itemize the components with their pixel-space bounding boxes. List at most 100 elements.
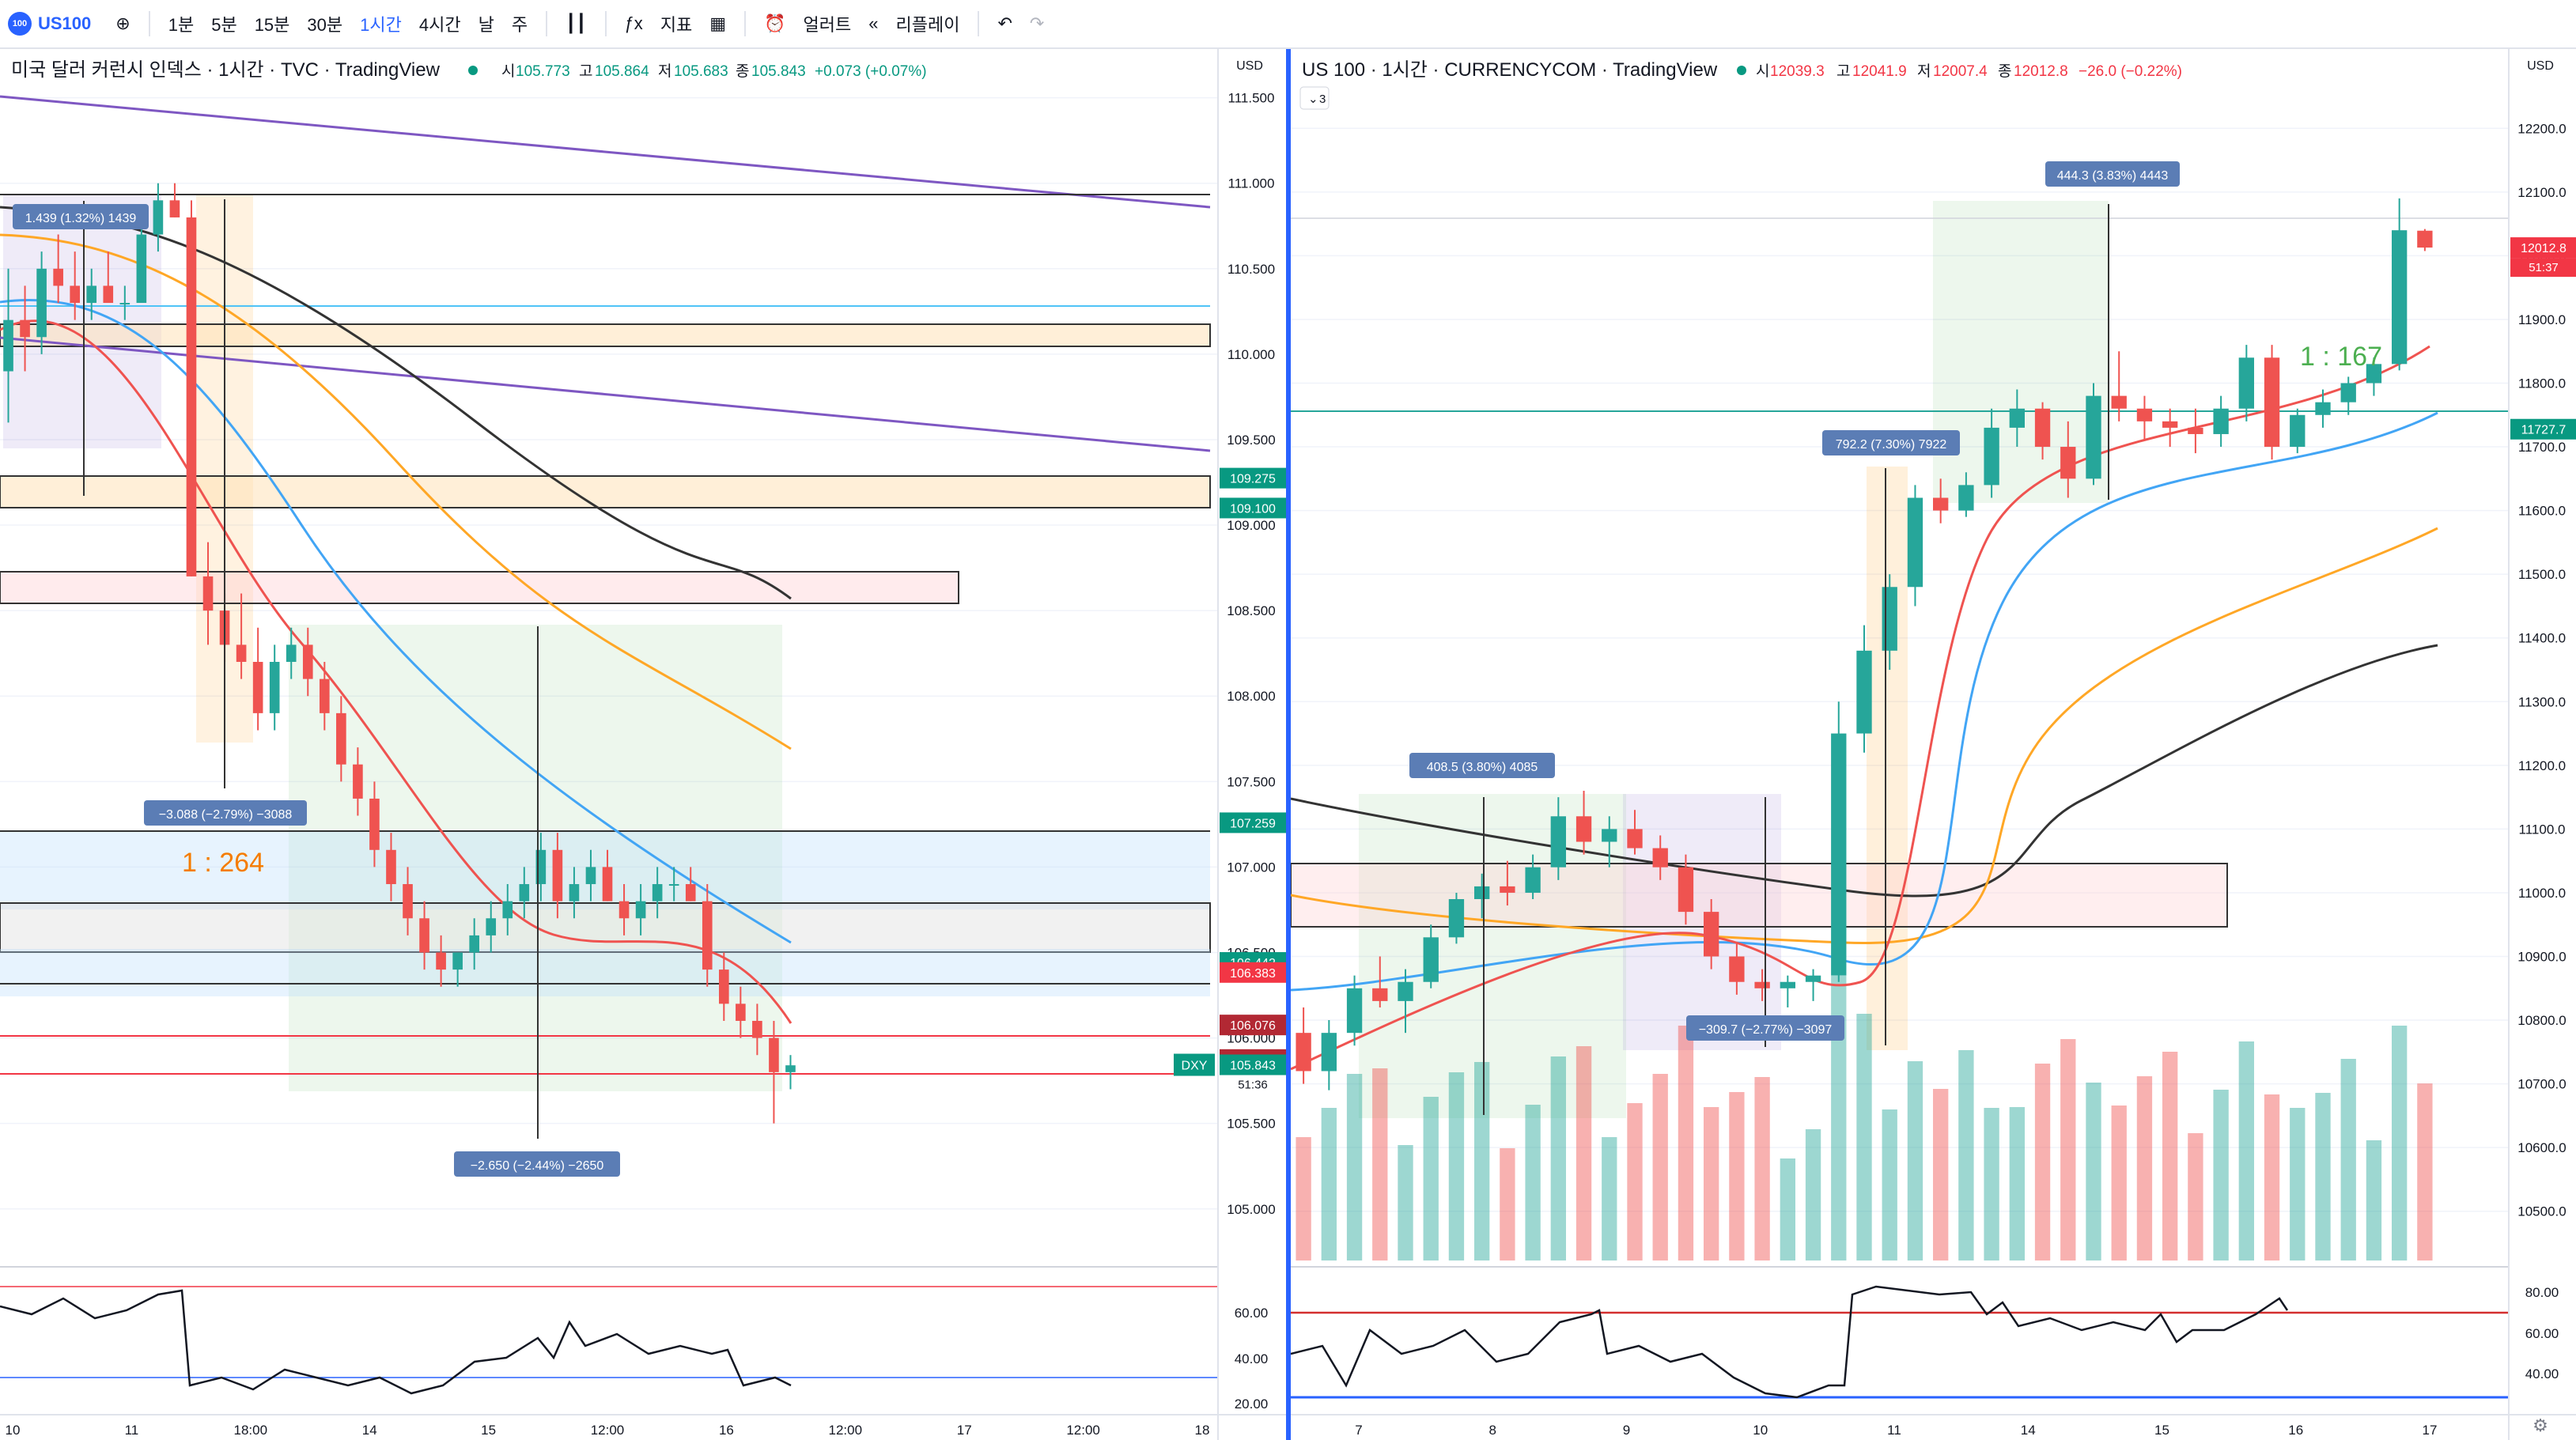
time-tick-label: 17 — [957, 1423, 972, 1438]
price-badge-bg — [2510, 418, 2576, 440]
dxy-chart-pane[interactable]: 1.439 (1.32%) 1439 −3.088 (−2.79%) −3088… — [0, 49, 1286, 1440]
candle-body — [1500, 886, 1515, 893]
candle-body — [1856, 650, 1872, 734]
time-tick-label: 18:00 — [234, 1423, 268, 1438]
candle-body — [436, 952, 446, 970]
volume-bar — [1780, 1158, 1795, 1260]
us100-currency-label[interactable]: USD — [2527, 59, 2554, 73]
candle-body — [2264, 357, 2280, 448]
dxy-osc-line — [0, 1289, 792, 1395]
interval-5m[interactable]: 5분 — [211, 15, 237, 35]
dxy-ma-blue[interactable] — [0, 298, 792, 944]
interval-week[interactable]: 주 — [511, 15, 528, 35]
candle-body — [286, 644, 297, 662]
alarm-clock-icon[interactable]: ⏰ — [764, 13, 786, 33]
price-badge: 12012.8 — [2521, 242, 2567, 255]
gear-icon[interactable]: ⚙ — [2532, 1415, 2548, 1435]
indicators-button[interactable]: 지표 — [660, 15, 693, 35]
us100-range-box-purple[interactable] — [1623, 794, 1781, 1050]
candle-body — [1729, 956, 1745, 982]
alert-button[interactable]: 얼러트 — [803, 15, 852, 35]
interval-30m[interactable]: 30분 — [307, 15, 343, 35]
dxy-zone-108-7[interactable] — [0, 571, 959, 604]
replay-icon[interactable]: « — [868, 13, 879, 33]
candle-type-icon[interactable]: ┃┃ — [566, 13, 587, 33]
candle-body — [419, 918, 429, 953]
toolbar-divider — [546, 11, 548, 36]
candle-body — [1984, 427, 1999, 486]
interval-1h[interactable]: 1시간 — [360, 15, 402, 35]
candle-body — [1678, 867, 1694, 913]
us100-chart-pane[interactable]: 444.3 (3.83%) 4443 792.2 (7.30%) 7922 40… — [1291, 49, 2576, 1440]
volume-bar — [1652, 1074, 1668, 1260]
price-badge-bg — [2510, 237, 2576, 259]
osc-tick-label: 80.00 — [2525, 1285, 2559, 1300]
candle-body — [2086, 395, 2101, 479]
plus-circle-icon[interactable]: ⊕ — [115, 13, 131, 33]
dxy-currency-label[interactable]: USD — [1236, 59, 1263, 73]
us100-close-value: 12012.8 — [2014, 63, 2068, 80]
layout-grid-icon[interactable]: ▦ — [709, 13, 727, 33]
dxy-ma-red[interactable] — [0, 319, 792, 1024]
candle-body — [1831, 733, 1847, 976]
interval-1m[interactable]: 1분 — [168, 15, 195, 35]
volume-bar — [1423, 1097, 1439, 1260]
symbol-logo-icon[interactable]: 100 — [8, 12, 32, 36]
us100-price-axis[interactable]: USD 12200.012100.012000.011900.011800.01… — [2508, 49, 2567, 1440]
dxy-measure-arrows: 1.439 (1.32%) 1439 −3.088 (−2.79%) −3088… — [13, 199, 620, 1177]
dxy-zone-blue-lower[interactable] — [0, 949, 1210, 996]
dxy-low-label: 저 — [658, 62, 671, 80]
undo-icon[interactable]: ↶ — [997, 13, 1012, 33]
interval-15m[interactable]: 15분 — [254, 15, 290, 35]
candle-body — [2060, 447, 2076, 479]
dxy-oscillator-pane[interactable] — [0, 1266, 1218, 1395]
dxy-zone-drawings — [0, 195, 1211, 1091]
dxy-zone-106-9[interactable] — [0, 902, 1211, 953]
us100-oscillator-pane[interactable] — [1291, 1266, 2509, 1399]
candle-body — [685, 884, 696, 901]
candle-body — [2366, 364, 2382, 384]
us100-time-axis[interactable]: 7 8 9 10 11 14 15 16 17 — [1291, 1414, 2576, 1438]
dxy-trendlines — [0, 95, 1211, 1075]
us100-ma-orange[interactable] — [1291, 527, 2438, 944]
dxy-zone-110[interactable] — [0, 323, 1211, 347]
candle-body — [502, 901, 513, 919]
dxy-time-axis[interactable]: 10 11 18:00 14 15 12:00 16 12:00 17 12:00 18 — [0, 1414, 1286, 1438]
top-toolbar: 100 US100 ⊕ 1분 5분 15분 30분 1시간 4시간 날 주 ┃┃… — [0, 0, 2576, 49]
price-badge: 105.843 — [1230, 1060, 1276, 1073]
candle-body — [3, 319, 13, 372]
us100-ma-black[interactable] — [1291, 644, 2438, 898]
chevron-down-icon[interactable]: ⌄ — [1308, 93, 1318, 106]
candle-body — [386, 849, 396, 885]
dxy-range-box-green[interactable] — [289, 625, 782, 1091]
replay-button[interactable]: 리플레이 — [895, 15, 960, 35]
price-tick-label: 10900.0 — [2517, 950, 2566, 965]
redo-icon[interactable]: ↷ — [1029, 13, 1045, 33]
us100-ratio-label: 1 : 167 — [2300, 342, 2382, 372]
us100-zone-11000[interactable] — [1291, 863, 2228, 928]
symbol-name[interactable]: US100 — [38, 13, 92, 33]
candle-body — [1474, 886, 1490, 899]
us100-range-box-orange[interactable] — [1867, 467, 1908, 1050]
candle-body — [1321, 1033, 1337, 1071]
dxy-price-axis[interactable]: USD 111.500 111.000 110.500 110.000 109.500 1… — [1217, 49, 1276, 1440]
dxy-trendline-upper[interactable] — [0, 95, 1211, 209]
pane-splitter[interactable] — [1286, 49, 1291, 1440]
volume-bar — [2238, 1041, 2254, 1260]
dxy-zone-109[interactable] — [0, 475, 1211, 508]
price-badge-bg — [1220, 497, 1286, 519]
dxy-ma-orange[interactable] — [0, 233, 792, 750]
volume-bar — [2290, 1108, 2306, 1260]
us100-range-box-green-top[interactable] — [1933, 201, 2109, 503]
us100-collapse-button[interactable] — [1299, 86, 1330, 110]
dxy-open-value: 105.773 — [516, 63, 570, 80]
us100-range-box-green-low[interactable] — [1359, 794, 1626, 1118]
candle-body — [1575, 816, 1592, 842]
dxy-trendline-lower[interactable] — [0, 336, 1211, 452]
indicators-icon[interactable]: ƒx — [624, 13, 643, 33]
candle-body — [602, 867, 613, 901]
interval-day[interactable]: 날 — [478, 15, 494, 35]
us100-ma-red[interactable] — [1291, 345, 2430, 1071]
interval-4h[interactable]: 4시간 — [418, 15, 461, 35]
candle-body — [136, 234, 147, 304]
